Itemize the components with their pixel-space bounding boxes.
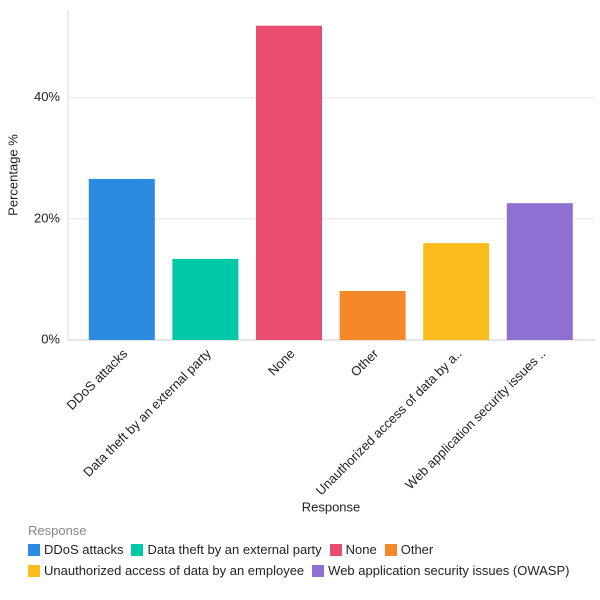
bar bbox=[339, 290, 406, 340]
legend-item[interactable]: Other bbox=[384, 542, 434, 557]
bar bbox=[88, 178, 155, 340]
legend-label: Other bbox=[400, 542, 434, 557]
x-tick-label: None bbox=[265, 346, 298, 379]
y-tick-label: 20% bbox=[34, 210, 60, 225]
legend-label: Data theft by an external party bbox=[147, 542, 322, 557]
legend-label: Web application security issues (OWASP) bbox=[328, 563, 570, 578]
legend-swatch bbox=[384, 543, 397, 556]
legend-label: None bbox=[345, 542, 377, 557]
x-tick-label: Web application security issues .. bbox=[402, 346, 548, 492]
bar bbox=[256, 25, 322, 341]
legend-swatch bbox=[28, 543, 40, 556]
legend-item[interactable]: Web application security issues (OWASP) bbox=[312, 563, 569, 578]
legend-swatch bbox=[329, 543, 342, 556]
legend-item[interactable]: Unauthorized access of data by an employ… bbox=[28, 563, 304, 578]
y-axis-title: Percentage % bbox=[5, 134, 20, 216]
x-tick-label: Unauthorized access of data by a.. bbox=[313, 346, 465, 498]
x-axis-title: Response bbox=[302, 499, 361, 514]
legend-label: DDoS attacks bbox=[44, 542, 124, 557]
bar bbox=[172, 258, 239, 340]
legend-swatch bbox=[312, 564, 325, 577]
y-tick-label: 0% bbox=[41, 331, 60, 346]
legend-swatch bbox=[131, 543, 144, 556]
legend-title: Response bbox=[28, 523, 87, 538]
legend-item[interactable]: DDoS attacks bbox=[28, 542, 123, 557]
legend-item[interactable]: None bbox=[329, 542, 377, 557]
legend-items: DDoS attacks Data theft by an external pa… bbox=[28, 542, 593, 578]
chart: Percentage % Response 0% 20% 40% DDoS attac… bbox=[5, 10, 595, 514]
bar bbox=[506, 203, 573, 340]
legend-item[interactable]: Data theft by an external party bbox=[131, 542, 322, 557]
legend-swatch bbox=[28, 564, 40, 577]
x-tick-label: Other bbox=[348, 345, 382, 379]
bar bbox=[423, 243, 490, 340]
legend: Response DDoS attacks Data theft by an ex… bbox=[28, 523, 593, 578]
x-tick-label: DDoS attacks bbox=[64, 346, 131, 413]
legend-label: Unauthorized access of data by an employ… bbox=[44, 563, 305, 578]
y-tick-label: 40% bbox=[34, 89, 60, 104]
